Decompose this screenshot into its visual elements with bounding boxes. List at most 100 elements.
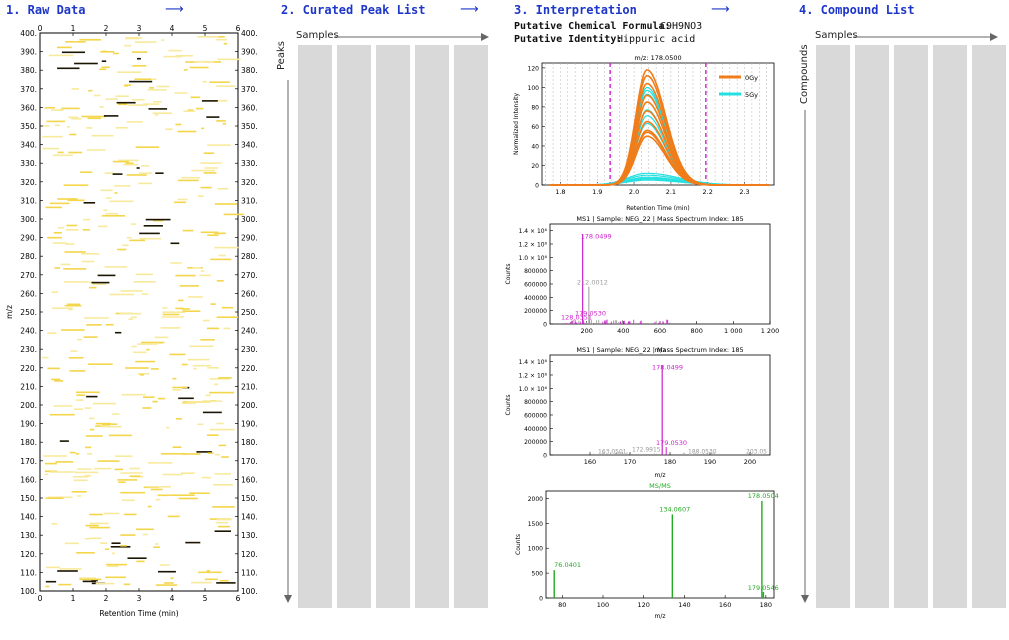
grid-column	[972, 45, 1006, 608]
peak-label: 76.0401	[554, 561, 581, 569]
heatmap-trace	[167, 515, 180, 518]
peak-label: 179.0530	[656, 439, 687, 447]
heatmap-trace	[44, 462, 57, 465]
heatmap-trace	[136, 560, 145, 563]
heatmap-trace	[187, 109, 194, 111]
heatmap-trace	[54, 380, 64, 382]
compounds-arrow	[801, 110, 809, 603]
y-tick-label-left: 300.	[20, 215, 37, 224]
y-tick-label: 120	[528, 65, 540, 72]
heatmap-trace	[64, 251, 86, 253]
heatmap-trace	[162, 307, 168, 309]
heatmap-trace	[132, 65, 147, 67]
heatmap-trace	[117, 248, 127, 251]
heatmap-trace	[214, 530, 231, 532]
heatmap-trace	[77, 495, 81, 497]
heatmap-trace	[57, 226, 64, 229]
heatmap-trace	[107, 565, 119, 568]
heatmap-trace	[181, 308, 190, 310]
heatmap-trace	[162, 473, 183, 476]
heatmap-trace	[164, 582, 174, 584]
heatmap-trace	[89, 522, 109, 525]
y-tick-label-left: 110.	[20, 568, 37, 577]
heatmap-trace	[145, 218, 171, 221]
heatmap-trace	[124, 44, 132, 47]
heatmap-trace	[42, 356, 49, 359]
heatmap-trace	[160, 327, 181, 329]
heatmap-trace	[47, 236, 62, 239]
heatmap-trace	[51, 378, 61, 381]
y-tick-label-left: 360.	[20, 103, 37, 112]
heatmap-trace	[68, 151, 83, 154]
heatmap-trace	[198, 571, 222, 574]
plot-frame	[549, 223, 771, 325]
x-tick-label: 170	[624, 458, 636, 466]
heatmap-trace	[105, 212, 119, 215]
heatmap-trace	[214, 203, 238, 205]
y-tick-label: 20	[531, 163, 539, 170]
section-heading-interpretation: 3. Interpretation	[514, 3, 637, 17]
heatmap-trace	[197, 36, 219, 38]
x-tick-label-bottom: 1	[71, 594, 76, 603]
y-tick-label-left: 210.	[20, 382, 37, 391]
heatmap-trace	[63, 184, 89, 186]
peak-label: 179.0530	[575, 309, 606, 317]
y-tick-label-right: 230.	[241, 345, 258, 354]
y-tick-label-left: 280.	[20, 252, 37, 261]
heatmap-trace	[206, 434, 219, 436]
heatmap-trace	[139, 237, 162, 240]
heatmap-trace	[75, 399, 84, 401]
y-tick-label-left: 240.	[20, 327, 37, 336]
heatmap-trace	[172, 446, 182, 448]
heatmap-trace	[120, 491, 145, 494]
heatmap-trace	[202, 319, 210, 322]
heatmap-trace	[138, 182, 152, 185]
heatmap-trace	[85, 435, 103, 437]
heatmap-trace	[156, 85, 170, 88]
heatmap-trace	[188, 296, 203, 298]
peak-label: 172.9915	[632, 447, 661, 454]
heatmap-trace	[197, 423, 204, 426]
heatmap-trace	[154, 543, 159, 545]
y-axis-label: m/z	[5, 305, 14, 319]
heatmap-trace	[202, 400, 223, 402]
heatmap-trace	[105, 98, 118, 100]
heatmap-trace	[83, 336, 98, 338]
heatmap-trace	[214, 232, 226, 235]
y-tick-label-right: 250.	[241, 308, 258, 317]
x-tick-label: 1.9	[592, 188, 602, 196]
x-tick-label-bottom: 2	[104, 594, 109, 603]
x-tick-label: 1.8	[555, 188, 565, 196]
y-tick-label-left: 150.	[20, 494, 37, 503]
heatmap-trace	[70, 350, 78, 352]
heatmap-trace	[161, 39, 165, 41]
heatmap-trace	[172, 386, 188, 389]
heatmap-trace	[82, 260, 95, 263]
y-tick-label-right: 320.	[241, 178, 258, 187]
heatmap-trace	[131, 345, 137, 348]
heatmap-trace	[103, 209, 108, 212]
heatmap-trace	[138, 172, 153, 174]
heatmap-trace	[100, 51, 115, 53]
x-tick-label: 800	[690, 327, 702, 335]
heatmap-trace	[120, 534, 136, 536]
heatmap-trace	[91, 134, 114, 137]
heatmap-trace	[124, 84, 132, 86]
heatmap-trace	[89, 286, 97, 289]
heatmap-trace	[103, 512, 120, 515]
x-tick-label: 2.1	[666, 188, 676, 196]
identity-value: Hippuric acid	[617, 34, 696, 45]
y-tick-label-left: 230.	[20, 345, 37, 354]
msms-chart: 80 100 120 140 160 180 0 500 1000 1500 2000 MS/MS m/…	[515, 482, 779, 620]
heatmap-trace	[95, 422, 111, 425]
heatmap-trace	[166, 426, 170, 429]
heatmap-trace	[51, 291, 58, 293]
heatmap-trace	[67, 199, 85, 202]
heatmap-trace	[170, 262, 182, 264]
heatmap-trace	[152, 112, 173, 114]
heatmap-trace	[214, 473, 231, 475]
heatmap-trace	[69, 451, 76, 454]
y-tick-label: 0	[543, 453, 547, 460]
plot-frame	[545, 490, 775, 599]
peak-label: 128.0351	[561, 313, 592, 321]
